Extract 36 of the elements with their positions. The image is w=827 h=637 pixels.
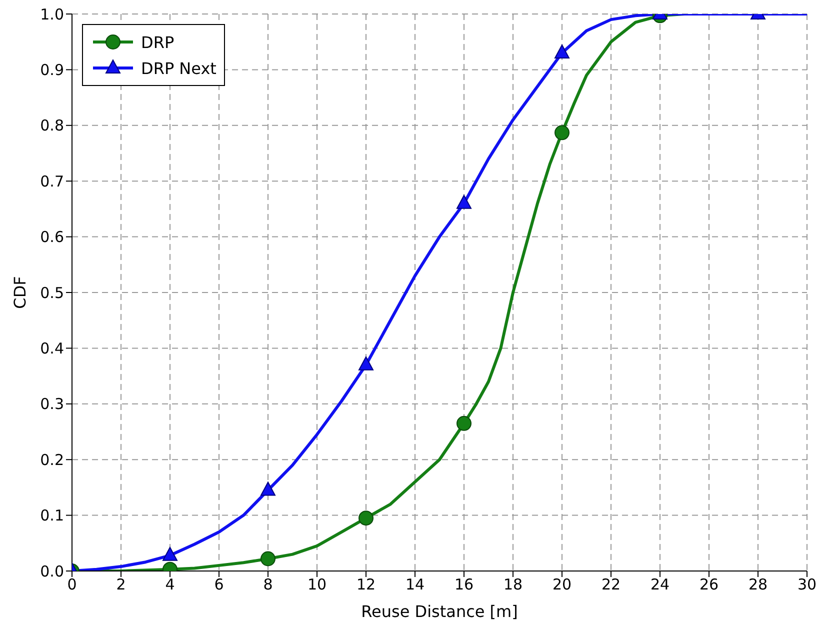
y-tick-label: 0.6	[40, 228, 64, 246]
x-tick-label: 12	[356, 576, 376, 594]
x-tick-label: 26	[699, 576, 719, 594]
x-tick-label: 2	[116, 576, 126, 594]
point	[358, 356, 374, 370]
x-tick-label: 4	[165, 576, 175, 594]
y-tick-label: 0.5	[40, 284, 64, 302]
y-tick-label: 0.1	[40, 506, 64, 525]
y-tick-label: 0.3	[40, 395, 64, 414]
x-tick-label: 18	[503, 576, 523, 594]
point	[456, 416, 472, 431]
x-tick-label: 16	[454, 576, 474, 594]
y-tick-label: 0.2	[40, 450, 64, 469]
y-tick-label: 0.7	[40, 172, 64, 190]
x-tick-label: 20	[552, 576, 572, 594]
legend-label: DRP Next	[141, 58, 216, 78]
y-axis-title: CDF	[10, 276, 30, 309]
x-tick-label: 28	[748, 576, 768, 594]
x-tick-label: 30	[797, 576, 817, 594]
x-tick-label: 10	[307, 576, 327, 594]
y-tick-label: 0.8	[40, 116, 64, 135]
y-tick-label: 0.9	[40, 61, 64, 80]
point	[260, 482, 276, 496]
x-tick-label: 22	[601, 576, 621, 594]
x-axis-title: Reuse Distance [m]	[361, 602, 518, 621]
x-tick-label: 24	[650, 576, 670, 594]
x-tick-label: 0	[67, 576, 77, 594]
x-tick-label: 6	[214, 576, 224, 594]
y-tick-label: 1.0	[40, 5, 64, 24]
x-tick-label: 8	[263, 576, 273, 594]
y-tick-label: 0.4	[40, 340, 64, 358]
point	[162, 546, 178, 561]
point	[554, 125, 570, 140]
legend-label: DRP	[141, 32, 174, 52]
x-tick-label: 14	[405, 576, 425, 594]
y-tick-label: 0.0	[40, 562, 64, 580]
